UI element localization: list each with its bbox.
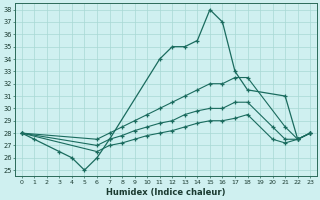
X-axis label: Humidex (Indice chaleur): Humidex (Indice chaleur) bbox=[106, 188, 226, 197]
